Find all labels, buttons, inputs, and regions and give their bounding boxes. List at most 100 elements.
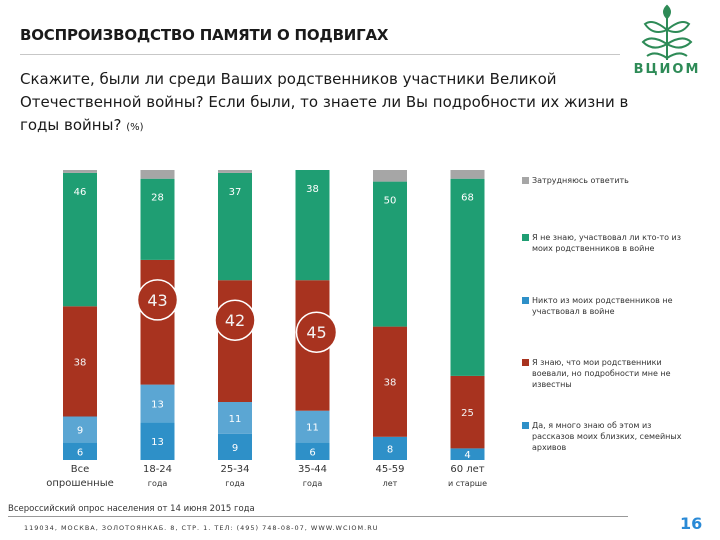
legend-label-line: воевали, но подробности мне не: [532, 369, 671, 378]
bar-segment: [373, 181, 407, 327]
data-label: 25: [461, 408, 474, 419]
chart-category-labels: Все опрошенные 18-24 года 25-34 года 35-44 года…: [46, 464, 487, 489]
bar-segment: [218, 170, 252, 173]
bar-segment: [140, 384, 175, 423]
bar-segment: [450, 178, 485, 376]
bar-segment: [295, 170, 330, 281]
bar-segment: [63, 306, 97, 417]
legend-swatch: [522, 177, 529, 184]
legend-label-line: Никто из моих родственников не: [532, 296, 673, 305]
bar-segment: [63, 172, 97, 307]
bar-segment: [218, 402, 252, 434]
data-label: 13: [151, 437, 164, 448]
question-unit: (%): [126, 122, 144, 133]
legend-label: Никто из моих родственников не участвовал…: [532, 296, 673, 316]
chart-legend: Затрудняюсь ответить Я не знаю, участвова…: [522, 176, 682, 452]
category-sublabel: года: [303, 479, 323, 488]
logo-leaf-icon: [665, 21, 691, 33]
logo-leaf-icon: [646, 52, 668, 59]
survey-question: Скажите, были ли среди Ваших родственник…: [20, 68, 630, 139]
chart-bars: 6 9 38 46 13 13 28 43 9 11 37 42 6 11 38 45 8 38 50 4 25 68: [63, 170, 485, 461]
legend-label-line: известны: [532, 380, 572, 389]
bar-segment: [450, 375, 485, 449]
bar-segment: [218, 172, 252, 281]
legend-swatch: [522, 359, 529, 366]
legend-label-line: Затрудняюсь ответить: [532, 176, 629, 185]
data-label: 46: [74, 187, 87, 198]
category-sublabel: лет: [383, 479, 398, 488]
legend-label-line: Да, я много знаю об этом из: [532, 421, 651, 430]
data-label: 8: [387, 444, 393, 455]
data-label: 37: [229, 187, 242, 198]
question-text: Скажите, были ли среди Ваших родственник…: [20, 70, 629, 134]
data-label: 4: [464, 450, 470, 461]
data-label: 38: [74, 357, 87, 368]
data-label: 6: [77, 447, 83, 458]
legend-label-line: Я знаю, что мои родственники: [532, 358, 662, 367]
bar-segment: [295, 442, 330, 460]
bar-segment: [63, 442, 97, 460]
bar-segment: [218, 433, 252, 460]
legend-swatch: [522, 234, 529, 241]
data-label: 42: [225, 311, 245, 330]
legend-label-line: участвовал в войне: [532, 307, 615, 316]
logo-leaf-icon: [665, 37, 693, 49]
legend-label: Да, я много знаю об этом из рассказов мои…: [532, 421, 682, 452]
highlight-circle: [214, 299, 256, 341]
legend-label: Затрудняюсь ответить: [532, 176, 629, 185]
legend-label-line: Я не знаю, участвовал ли кто-то из: [532, 233, 681, 242]
data-label: 13: [151, 399, 164, 410]
category-sublabel: года: [225, 479, 245, 488]
category-sublabel: опрошенные: [46, 478, 114, 489]
data-label: 38: [306, 184, 319, 195]
category-label: 35-44: [298, 464, 327, 475]
data-label: 43: [147, 291, 167, 310]
logo-leaf-icon: [666, 52, 688, 59]
category-label: Все: [71, 464, 90, 475]
bar-segment: [295, 410, 330, 443]
logo-leaf-icon: [641, 37, 669, 49]
bar-segment: [140, 170, 175, 179]
bar-segment: [63, 416, 97, 443]
bar-segment: [140, 178, 175, 260]
category-sublabel: года: [148, 479, 168, 488]
data-label: 38: [384, 378, 397, 389]
logo-leaf-icon: [643, 21, 669, 33]
footer-address: 119034, МОСКВА, ЗОЛОТОЯНКАБ. 8, СТР. 1. …: [24, 524, 379, 532]
bar-segment: [373, 436, 407, 460]
category-label: 25-34: [220, 464, 249, 475]
legend-label-line: моих родственников в войне: [532, 244, 655, 253]
data-label: 6: [309, 447, 315, 458]
data-label: 11: [229, 414, 242, 425]
data-label: 9: [77, 426, 83, 437]
category-label: 60 лет: [450, 464, 484, 475]
legend-swatch: [522, 297, 529, 304]
bar-segment: [450, 170, 485, 179]
bar-segment: [218, 280, 252, 402]
data-label: 11: [306, 423, 319, 434]
bar-segment: [140, 422, 175, 460]
bar-segment: [450, 448, 485, 460]
data-label: 45: [306, 323, 326, 342]
page-title: ВОСПРОИЗВОДСТВО ПАМЯТИ О ПОДВИГАХ: [20, 26, 389, 44]
data-label: 50: [384, 196, 397, 207]
category-sublabel: и старше: [448, 479, 487, 488]
legend-label-line: рассказов моих близких, семейных: [532, 432, 682, 441]
legend-label-line: архивов: [532, 443, 567, 452]
logo-leaf-icon: [663, 4, 671, 20]
highlight-circle: [136, 279, 179, 321]
data-label: 28: [151, 193, 164, 204]
footer-source: Всероссийский опрос населения от 14 июня…: [8, 504, 255, 514]
logo-wordmark: ВЦИОМ: [633, 62, 701, 77]
legend-label: Я знаю, что мои родственники воевали, но …: [532, 358, 671, 389]
data-label: 68: [461, 193, 474, 204]
wciom-logo: [641, 4, 693, 60]
footer-divider: [8, 516, 628, 517]
legend-label: Я не знаю, участвовал ли кто-то из моих р…: [532, 233, 681, 253]
page-number: 16: [680, 514, 703, 533]
category-label: 18-24: [143, 464, 172, 475]
legend-swatch: [522, 422, 529, 429]
bar-segment: [63, 170, 97, 173]
highlight-circle: [295, 311, 338, 353]
